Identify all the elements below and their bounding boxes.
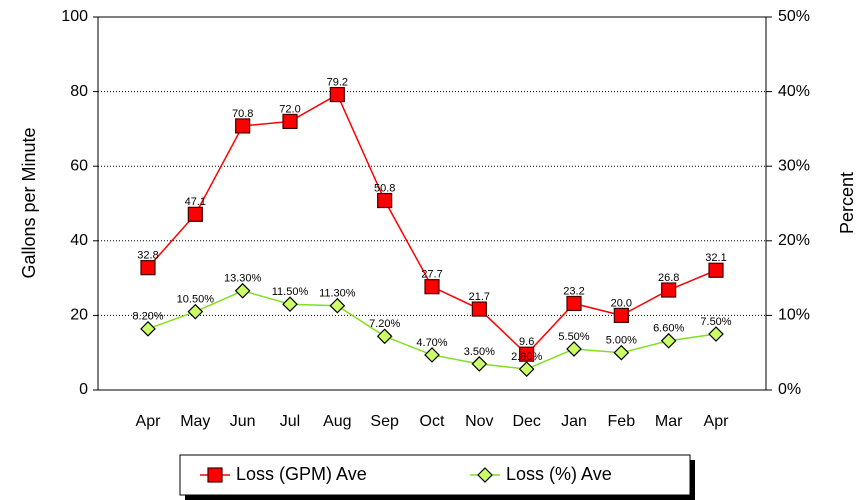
data-point [519,346,535,362]
x-tick-label: Nov [465,413,493,430]
y2-tick-label: 50% [778,8,810,25]
y2-tick-label: 20% [778,232,810,249]
data-point [282,296,298,313]
data-point [187,303,204,320]
x-tick-label: Aug [323,413,351,430]
data-point [566,341,582,357]
legend-label: Loss (%) Ave [506,464,612,484]
data-label: 2.80% [511,351,542,363]
data-point [660,332,677,349]
y-tick-label: 40 [70,232,88,249]
data-label: 6.60% [653,323,684,335]
data-point [613,344,630,361]
legend-label: Loss (GPM) Ave [236,464,367,484]
data-point [424,279,440,295]
data-label: 32.8 [137,250,158,262]
y-tick-label: 100 [61,8,88,25]
data-point [377,192,393,209]
data-label: 47.1 [185,196,206,208]
y-tick-label: 60 [70,157,88,174]
data-point [376,328,393,345]
y2-tick-label: 10% [778,307,810,324]
x-tick-label: Apr [704,413,730,430]
data-label: 70.8 [232,108,253,120]
legend-marker [477,467,493,483]
data-label: 7.20% [369,318,400,330]
data-point [282,113,298,130]
x-tick-label: Jan [561,413,587,430]
data-point [471,356,488,372]
x-tick-label: Feb [608,413,636,430]
y2-tick-label: 30% [778,157,810,174]
data-label: 50.8 [374,182,395,194]
data-label: 79.2 [327,76,348,88]
x-tick-label: May [180,413,210,430]
data-label: 5.00% [606,335,637,347]
data-point [471,301,487,317]
data-point [140,260,156,276]
data-label: 26.8 [658,272,679,284]
plot-frame [97,16,767,391]
data-label: 11.30% [319,288,356,300]
data-label: 23.2 [563,285,584,297]
x-tick-label: Apr [136,413,162,430]
x-tick-label: Jul [280,413,300,430]
data-point [140,320,156,337]
data-label: 21.7 [469,291,490,303]
data-label: 4.70% [416,337,447,349]
data-point [329,86,345,103]
y2-tick-label: 0% [778,381,801,398]
data-point [613,307,629,323]
y-axis-title: Gallons per Minute [19,127,39,278]
x-tick-label: Sep [370,413,399,430]
data-point [329,297,346,314]
y-tick-label: 80 [70,83,88,100]
data-label: 72.0 [279,103,300,115]
y2-tick-label: 40% [778,83,810,100]
data-label: 27.7 [421,269,442,281]
data-label: 10.50% [177,294,215,306]
data-point [234,282,251,299]
data-label: 11.50% [272,286,309,298]
data-point [661,282,677,298]
x-tick-label: Oct [420,413,445,430]
legend-marker [207,467,223,483]
data-label: 32.1 [705,252,726,264]
data-point [235,118,251,134]
x-tick-label: Mar [655,413,683,430]
data-point [708,326,724,342]
legend-box [179,454,691,496]
data-point [708,262,724,278]
data-label: 20.0 [611,297,632,309]
y2-axis-title: Percent [837,172,857,234]
data-label: 13.30% [224,273,262,285]
data-point [518,361,535,377]
data-point [424,347,440,363]
data-label: 9.6 [519,336,534,348]
data-point [566,295,582,312]
data-label: 7.50% [700,316,731,328]
data-label: 3.50% [464,346,495,358]
x-tick-label: Dec [512,413,540,430]
x-tick-label: Jun [230,413,256,430]
y-tick-label: 20 [70,307,88,324]
y-tick-label: 0 [79,381,88,398]
data-label: 5.50% [558,331,589,343]
data-label: 8.20% [132,311,163,323]
data-point [187,206,203,222]
